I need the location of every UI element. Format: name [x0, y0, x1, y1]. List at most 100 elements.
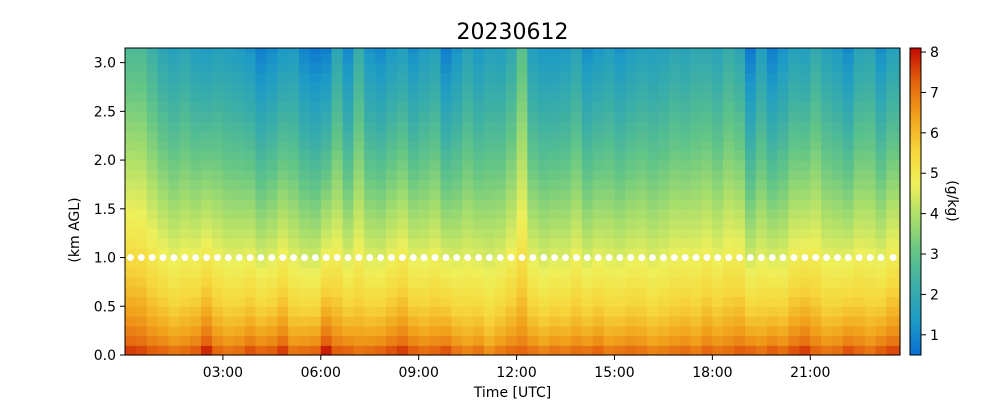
heatmap-cell: [212, 160, 224, 171]
heatmap-cell: [755, 169, 768, 181]
heatmap-cell: [690, 267, 703, 278]
heatmap-cell: [233, 335, 246, 346]
heatmap-cell: [625, 189, 637, 200]
heatmap-cell: [603, 160, 616, 171]
heatmap-cell: [745, 52, 757, 64]
heatmap-cell: [853, 91, 866, 103]
heatmap-cell: [407, 306, 420, 317]
heatmap-cell: [320, 48, 333, 54]
heatmap-cell: [875, 345, 887, 356]
heatmap-cell: [810, 189, 822, 200]
heatmap-cell: [712, 150, 724, 161]
heatmap-cell: [875, 130, 887, 142]
heatmap-cell: [353, 101, 365, 112]
heatmap-cell: [364, 189, 376, 200]
heatmap-cell: [418, 199, 431, 210]
heatmap-cell: [179, 277, 191, 288]
heatmap-cell: [603, 277, 616, 288]
heatmap-cell: [364, 286, 376, 298]
heatmap-cell: [505, 228, 518, 239]
heatmap-cell: [168, 199, 181, 210]
heatmap-cell: [135, 335, 148, 346]
heatmap-cell: [396, 286, 409, 298]
heatmap-cell: [549, 286, 561, 298]
heatmap-cell: [766, 218, 779, 229]
heatmap-cell: [559, 345, 572, 356]
heatmap-cell: [212, 189, 224, 200]
heatmap-cell: [723, 121, 735, 132]
heatmap-cell: [255, 179, 267, 190]
heatmap-cell: [559, 238, 572, 249]
heatmap-cell: [310, 82, 322, 93]
heatmap-cell: [690, 208, 703, 220]
heatmap-cell: [755, 345, 768, 356]
heatmap-cell: [353, 72, 365, 83]
heatmap-cell: [777, 306, 789, 317]
heatmap-cell: [288, 101, 300, 112]
heatmap-cell: [527, 296, 540, 307]
x-tick-label: 12:00: [496, 365, 536, 381]
heatmap-cell: [364, 277, 376, 288]
heatmap-cell: [875, 325, 887, 337]
heatmap-cell: [429, 325, 442, 337]
heatmap-cell: [832, 150, 844, 161]
heatmap-cell: [288, 286, 300, 298]
heatmap-cell: [310, 247, 322, 259]
heatmap-cell: [222, 208, 235, 220]
heatmap-cell: [690, 130, 703, 142]
heatmap-cell: [407, 111, 420, 122]
heatmap-cell: [592, 179, 605, 190]
heatmap-cell: [614, 48, 626, 54]
heatmap-cell: [723, 48, 735, 54]
heatmap-cell: [810, 306, 822, 317]
heatmap-cell: [766, 325, 779, 337]
heatmap-cell: [505, 345, 518, 356]
heatmap-cell: [745, 82, 757, 93]
heatmap-cell: [810, 91, 822, 103]
heatmap-cell: [342, 199, 355, 210]
heatmap-cell: [745, 62, 757, 73]
heatmap-cell: [647, 169, 659, 181]
heatmap-cell: [745, 228, 757, 239]
heatmap-cell: [396, 345, 409, 356]
heatmap-cell: [853, 345, 866, 356]
boundary-layer-marker: [398, 254, 406, 261]
heatmap-cell: [592, 228, 605, 239]
heatmap-cell: [516, 91, 528, 103]
heatmap-cell: [505, 325, 518, 337]
heatmap-cell: [353, 179, 365, 190]
heatmap-cell: [821, 121, 833, 132]
heatmap-cell: [668, 325, 681, 337]
heatmap-cell: [298, 286, 311, 298]
heatmap-cell: [386, 72, 398, 83]
heatmap-cell: [581, 121, 594, 132]
heatmap-cell: [853, 140, 866, 151]
heatmap-cell: [516, 296, 528, 307]
heatmap-cell: [821, 52, 833, 64]
heatmap-cell: [603, 208, 616, 220]
heatmap-cell: [190, 296, 202, 307]
heatmap-cell: [657, 179, 670, 190]
heatmap-cell: [222, 296, 235, 307]
heatmap-cell: [146, 267, 159, 278]
heatmap-cell: [396, 325, 409, 337]
heatmap-cell: [146, 199, 159, 210]
heatmap-cell: [614, 238, 626, 249]
heatmap-cell: [266, 208, 278, 220]
boundary-layer-marker: [844, 254, 852, 261]
heatmap-cell: [657, 286, 670, 298]
heatmap-cell: [571, 101, 583, 112]
heatmap-cell: [853, 277, 866, 288]
heatmap-cell: [690, 72, 703, 83]
heatmap-cell: [799, 48, 811, 54]
heatmap-cell: [647, 316, 659, 327]
boundary-layer-marker: [485, 254, 493, 261]
heatmap-cell: [429, 130, 442, 142]
heatmap-cell: [429, 169, 442, 181]
heatmap-cell: [864, 247, 877, 259]
heatmap-cell: [657, 228, 670, 239]
y-tick-label: 3.0: [94, 56, 116, 72]
heatmap-cell: [298, 179, 311, 190]
heatmap-cell: [157, 238, 169, 249]
heatmap-cell: [364, 325, 376, 337]
